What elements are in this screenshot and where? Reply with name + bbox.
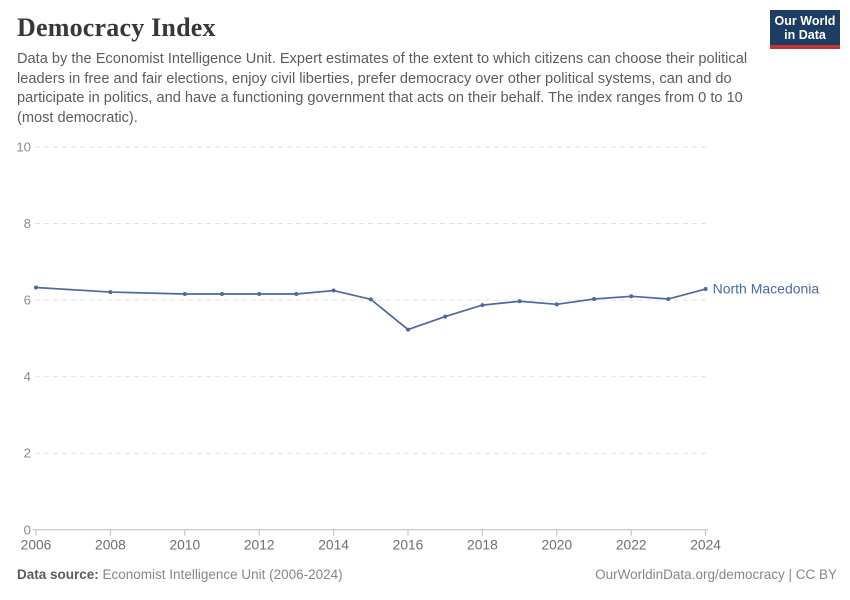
chart-subtitle: Data by the Economist Intelligence Unit.… [17,51,748,126]
svg-text:4: 4 [24,369,31,384]
data-source-text: Data source: Economist Intelligence Unit… [17,567,343,582]
svg-text:2020: 2020 [541,538,572,553]
svg-text:2024: 2024 [690,538,721,553]
svg-text:2010: 2010 [169,538,200,553]
svg-text:2018: 2018 [467,538,498,553]
svg-text:8: 8 [24,216,31,231]
democracy-index-line-chart[interactable]: 0 2 4 6 8 10 2006 2008 2010 2012 2014 2016 2018 2020… [0,135,850,560]
svg-text:2012: 2012 [244,538,275,553]
svg-text:2014: 2014 [318,538,349,553]
series-line-north-macedonia[interactable] [35,286,707,331]
svg-text:2016: 2016 [393,538,424,553]
owid-logo[interactable]: Our World in Data [770,10,840,49]
svg-text:2006: 2006 [21,538,52,553]
series-points-north-macedonia[interactable] [34,285,708,332]
svg-text:2: 2 [24,446,31,461]
data-source-label: Data source: [17,567,99,582]
owid-logo-line1: Our World [774,14,836,28]
svg-text:0: 0 [24,522,31,537]
x-axis [33,529,708,536]
data-source-value: Economist Intelligence Unit (2006-2024) [98,567,343,582]
y-axis-labels: 0 2 4 6 8 10 [16,140,31,538]
x-axis-labels: 2006 2008 2010 2012 2014 2016 2018 2020 2022 2024 [21,538,722,553]
page-title: Democracy Index [17,13,216,42]
svg-text:2022: 2022 [616,538,647,553]
owid-url-license[interactable]: OurWorldinData.org/democracy | CC BY [595,567,837,582]
owid-logo-line2: in Data [784,28,826,42]
svg-text:6: 6 [24,293,31,308]
svg-text:2008: 2008 [95,538,126,553]
chart-footer: Data source: Economist Intelligence Unit… [17,567,837,582]
series-end-label[interactable]: North Macedonia [713,281,820,297]
svg-text:10: 10 [16,140,31,155]
